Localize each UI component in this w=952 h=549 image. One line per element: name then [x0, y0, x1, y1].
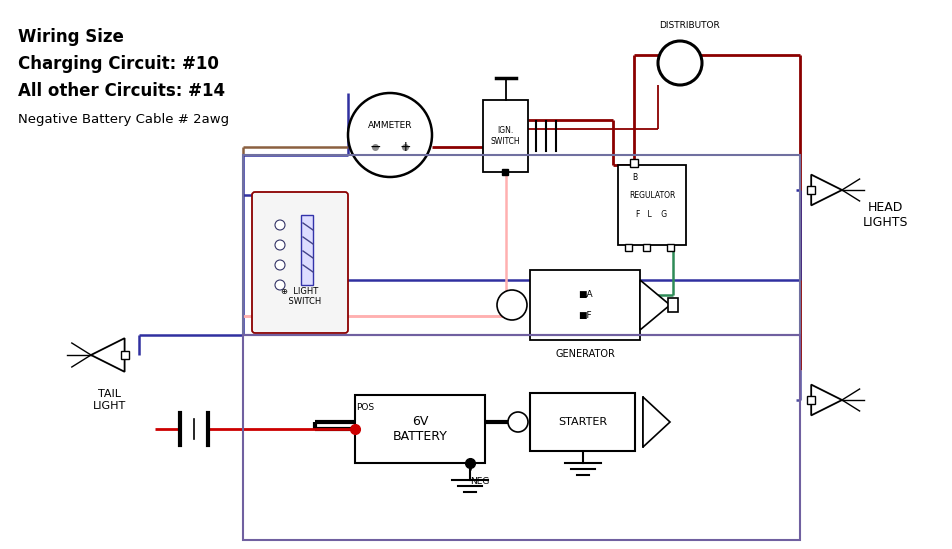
Bar	[355, 395, 485, 463]
Bar	[625, 244, 632, 251]
Text: IGN.
SWITCH: IGN. SWITCH	[490, 126, 521, 145]
Bar	[643, 244, 650, 251]
Bar	[243, 155, 800, 335]
Text: F   L    G: F L G	[637, 210, 667, 219]
Text: 6V
BATTERY: 6V BATTERY	[392, 415, 447, 443]
Bar	[530, 270, 640, 340]
Text: TAIL
LIGHT: TAIL LIGHT	[93, 389, 127, 411]
Polygon shape	[811, 385, 842, 416]
Polygon shape	[811, 175, 842, 205]
Bar	[667, 244, 674, 251]
FancyBboxPatch shape	[252, 192, 348, 333]
Circle shape	[348, 93, 432, 177]
Circle shape	[275, 260, 285, 270]
Text: −: −	[369, 140, 381, 154]
Circle shape	[275, 280, 285, 290]
Text: ■A: ■A	[578, 290, 592, 299]
Text: REGULATOR: REGULATOR	[629, 191, 675, 200]
Circle shape	[275, 240, 285, 250]
Bar	[807, 396, 815, 404]
Bar	[668, 298, 678, 312]
Text: Charging Circuit: #10: Charging Circuit: #10	[18, 55, 219, 73]
Bar	[630, 159, 638, 167]
Bar	[483, 100, 528, 172]
Text: +: +	[399, 140, 411, 154]
Text: DISTRIBUTOR: DISTRIBUTOR	[660, 20, 721, 30]
Text: All other Circuits: #14: All other Circuits: #14	[18, 82, 225, 100]
Text: POS: POS	[356, 402, 374, 412]
Bar	[243, 335, 800, 540]
Text: B: B	[632, 172, 638, 182]
Bar	[618, 165, 686, 245]
Circle shape	[497, 290, 527, 320]
Text: AMMETER: AMMETER	[367, 120, 412, 130]
Text: HEAD
LIGHTS: HEAD LIGHTS	[863, 201, 908, 229]
Bar	[121, 351, 129, 359]
Circle shape	[658, 41, 702, 85]
Polygon shape	[643, 397, 670, 447]
Bar	[530, 393, 635, 451]
Text: GENERATOR: GENERATOR	[555, 349, 615, 359]
Text: Negative Battery Cable # 2awg: Negative Battery Cable # 2awg	[18, 113, 229, 126]
Circle shape	[275, 220, 285, 230]
Text: Wiring Size: Wiring Size	[18, 28, 124, 46]
Text: STARTER: STARTER	[558, 417, 607, 427]
Polygon shape	[640, 280, 670, 330]
Polygon shape	[91, 338, 125, 372]
Text: ■F: ■F	[578, 311, 592, 320]
Text: ⊕  LIGHT
    SWITCH: ⊕ LIGHT SWITCH	[278, 287, 322, 306]
Text: NEG: NEG	[470, 477, 489, 485]
Bar	[301, 215, 313, 285]
Bar	[807, 186, 815, 194]
Circle shape	[508, 412, 528, 432]
